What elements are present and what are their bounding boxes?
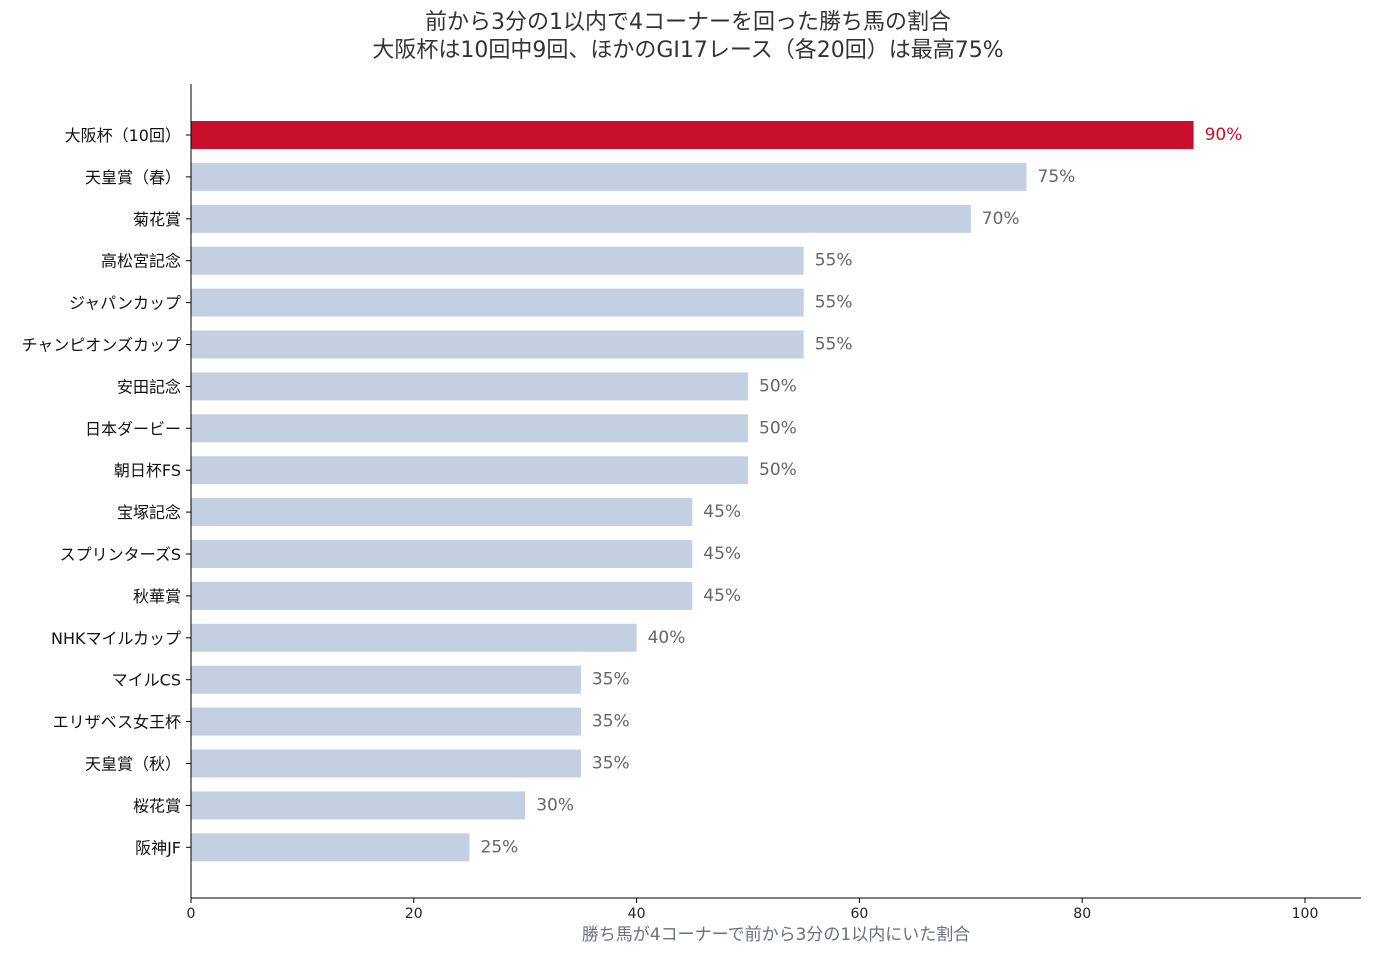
- category-label: 高松宮記念: [101, 252, 181, 271]
- bar: [191, 456, 748, 485]
- bar: [191, 707, 581, 736]
- category-label: NHKマイルカップ: [51, 629, 181, 648]
- bar: [191, 749, 581, 778]
- bar: [191, 791, 526, 820]
- value-label: 45%: [703, 586, 741, 606]
- bar: [191, 372, 748, 401]
- bar: [191, 288, 804, 317]
- value-label: 90%: [1205, 125, 1243, 145]
- value-label: 75%: [1038, 167, 1076, 187]
- category-label: 桜花賞: [133, 796, 181, 815]
- chart-title-line-2: 大阪杯は10回中9回、ほかのGⅠ17レース（各20回）は最高75%: [372, 38, 1004, 63]
- category-label: 宝塚記念: [117, 503, 181, 522]
- bar: [191, 665, 581, 694]
- category-label: スプリンターズS: [60, 545, 181, 564]
- value-label: 45%: [703, 502, 741, 522]
- category-label: ジャパンカップ: [69, 294, 181, 313]
- bar: [191, 162, 1027, 191]
- value-label: 55%: [815, 293, 853, 313]
- x-tick-label: 80: [1073, 906, 1091, 922]
- bar: [191, 498, 693, 527]
- category-label: 安田記念: [117, 377, 181, 396]
- category-labels-layer: 大阪杯（10回） 天皇賞（春） 菊花賞高松宮記念ジャパンカップチャンピオンズカップ安…: [21, 126, 181, 857]
- category-label: 秋華賞: [133, 587, 181, 606]
- x-tick-label: 100: [1292, 906, 1319, 922]
- category-label: エリザベス女王杯: [53, 713, 181, 732]
- category-label: 朝日杯FS: [114, 461, 181, 480]
- value-label: 55%: [815, 335, 853, 355]
- bar: [191, 414, 748, 443]
- bar: [191, 330, 804, 359]
- value-label: 50%: [759, 376, 797, 396]
- bar: [191, 581, 693, 610]
- chart-title-line-1: 前から3分の1以内で4コーナーを回った勝ち馬の割合: [425, 10, 951, 35]
- bar: [191, 121, 1194, 149]
- category-label: 大阪杯（10回）: [65, 126, 181, 145]
- value-label: 35%: [592, 670, 630, 690]
- value-label: 55%: [815, 251, 853, 271]
- category-label: 阪神JF: [135, 838, 181, 857]
- category-label: 日本ダービー: [85, 419, 181, 438]
- bar: [191, 623, 637, 652]
- value-label: 50%: [759, 460, 797, 480]
- value-labels-layer: 90% 75% 70% 55% 55% 55% 50% 50% 50% 45% 45% 45% 40% 3…: [481, 125, 1243, 857]
- x-tick-label: 60: [850, 906, 868, 922]
- category-label: 天皇賞（秋）: [85, 755, 181, 774]
- value-label: 30%: [536, 795, 574, 815]
- bars-layer: [191, 121, 1194, 862]
- category-label: マイルCS: [112, 671, 181, 690]
- bar: [191, 246, 804, 275]
- x-tick-label: 40: [628, 906, 646, 922]
- value-label: 25%: [481, 837, 519, 857]
- bar: [191, 833, 470, 862]
- x-tick-label: 20: [405, 906, 423, 922]
- category-label: 菊花賞: [133, 210, 181, 229]
- bar: [191, 540, 693, 568]
- value-label: 70%: [982, 209, 1020, 229]
- category-label: 天皇賞（春）: [85, 168, 181, 187]
- value-label: 50%: [759, 418, 797, 438]
- value-label: 45%: [703, 544, 741, 564]
- value-label: 40%: [648, 628, 686, 648]
- bar: [191, 204, 971, 233]
- category-label: チャンピオンズカップ: [21, 336, 181, 355]
- x-axis-label: 勝ち馬が4コーナーで前から3分の1以内にいた割合: [582, 925, 970, 945]
- value-label: 35%: [592, 712, 630, 732]
- x-tick-label: 0: [187, 906, 196, 922]
- value-label: 35%: [592, 754, 630, 774]
- axes-layer: 0 20 40 60 80 100: [186, 84, 1361, 922]
